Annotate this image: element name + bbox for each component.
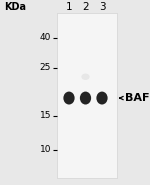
Text: KDa: KDa bbox=[4, 2, 26, 12]
Text: 2: 2 bbox=[82, 2, 89, 12]
Text: 25: 25 bbox=[40, 63, 51, 72]
Ellipse shape bbox=[80, 92, 91, 105]
Ellipse shape bbox=[63, 92, 75, 105]
Text: BAFF: BAFF bbox=[124, 93, 150, 103]
Text: 40: 40 bbox=[40, 33, 51, 42]
Text: 3: 3 bbox=[99, 2, 105, 12]
Text: 15: 15 bbox=[39, 111, 51, 120]
Bar bbox=[57, 13, 117, 178]
Text: 10: 10 bbox=[39, 145, 51, 154]
Ellipse shape bbox=[81, 73, 90, 80]
Text: 1: 1 bbox=[66, 2, 72, 12]
Ellipse shape bbox=[96, 92, 108, 105]
